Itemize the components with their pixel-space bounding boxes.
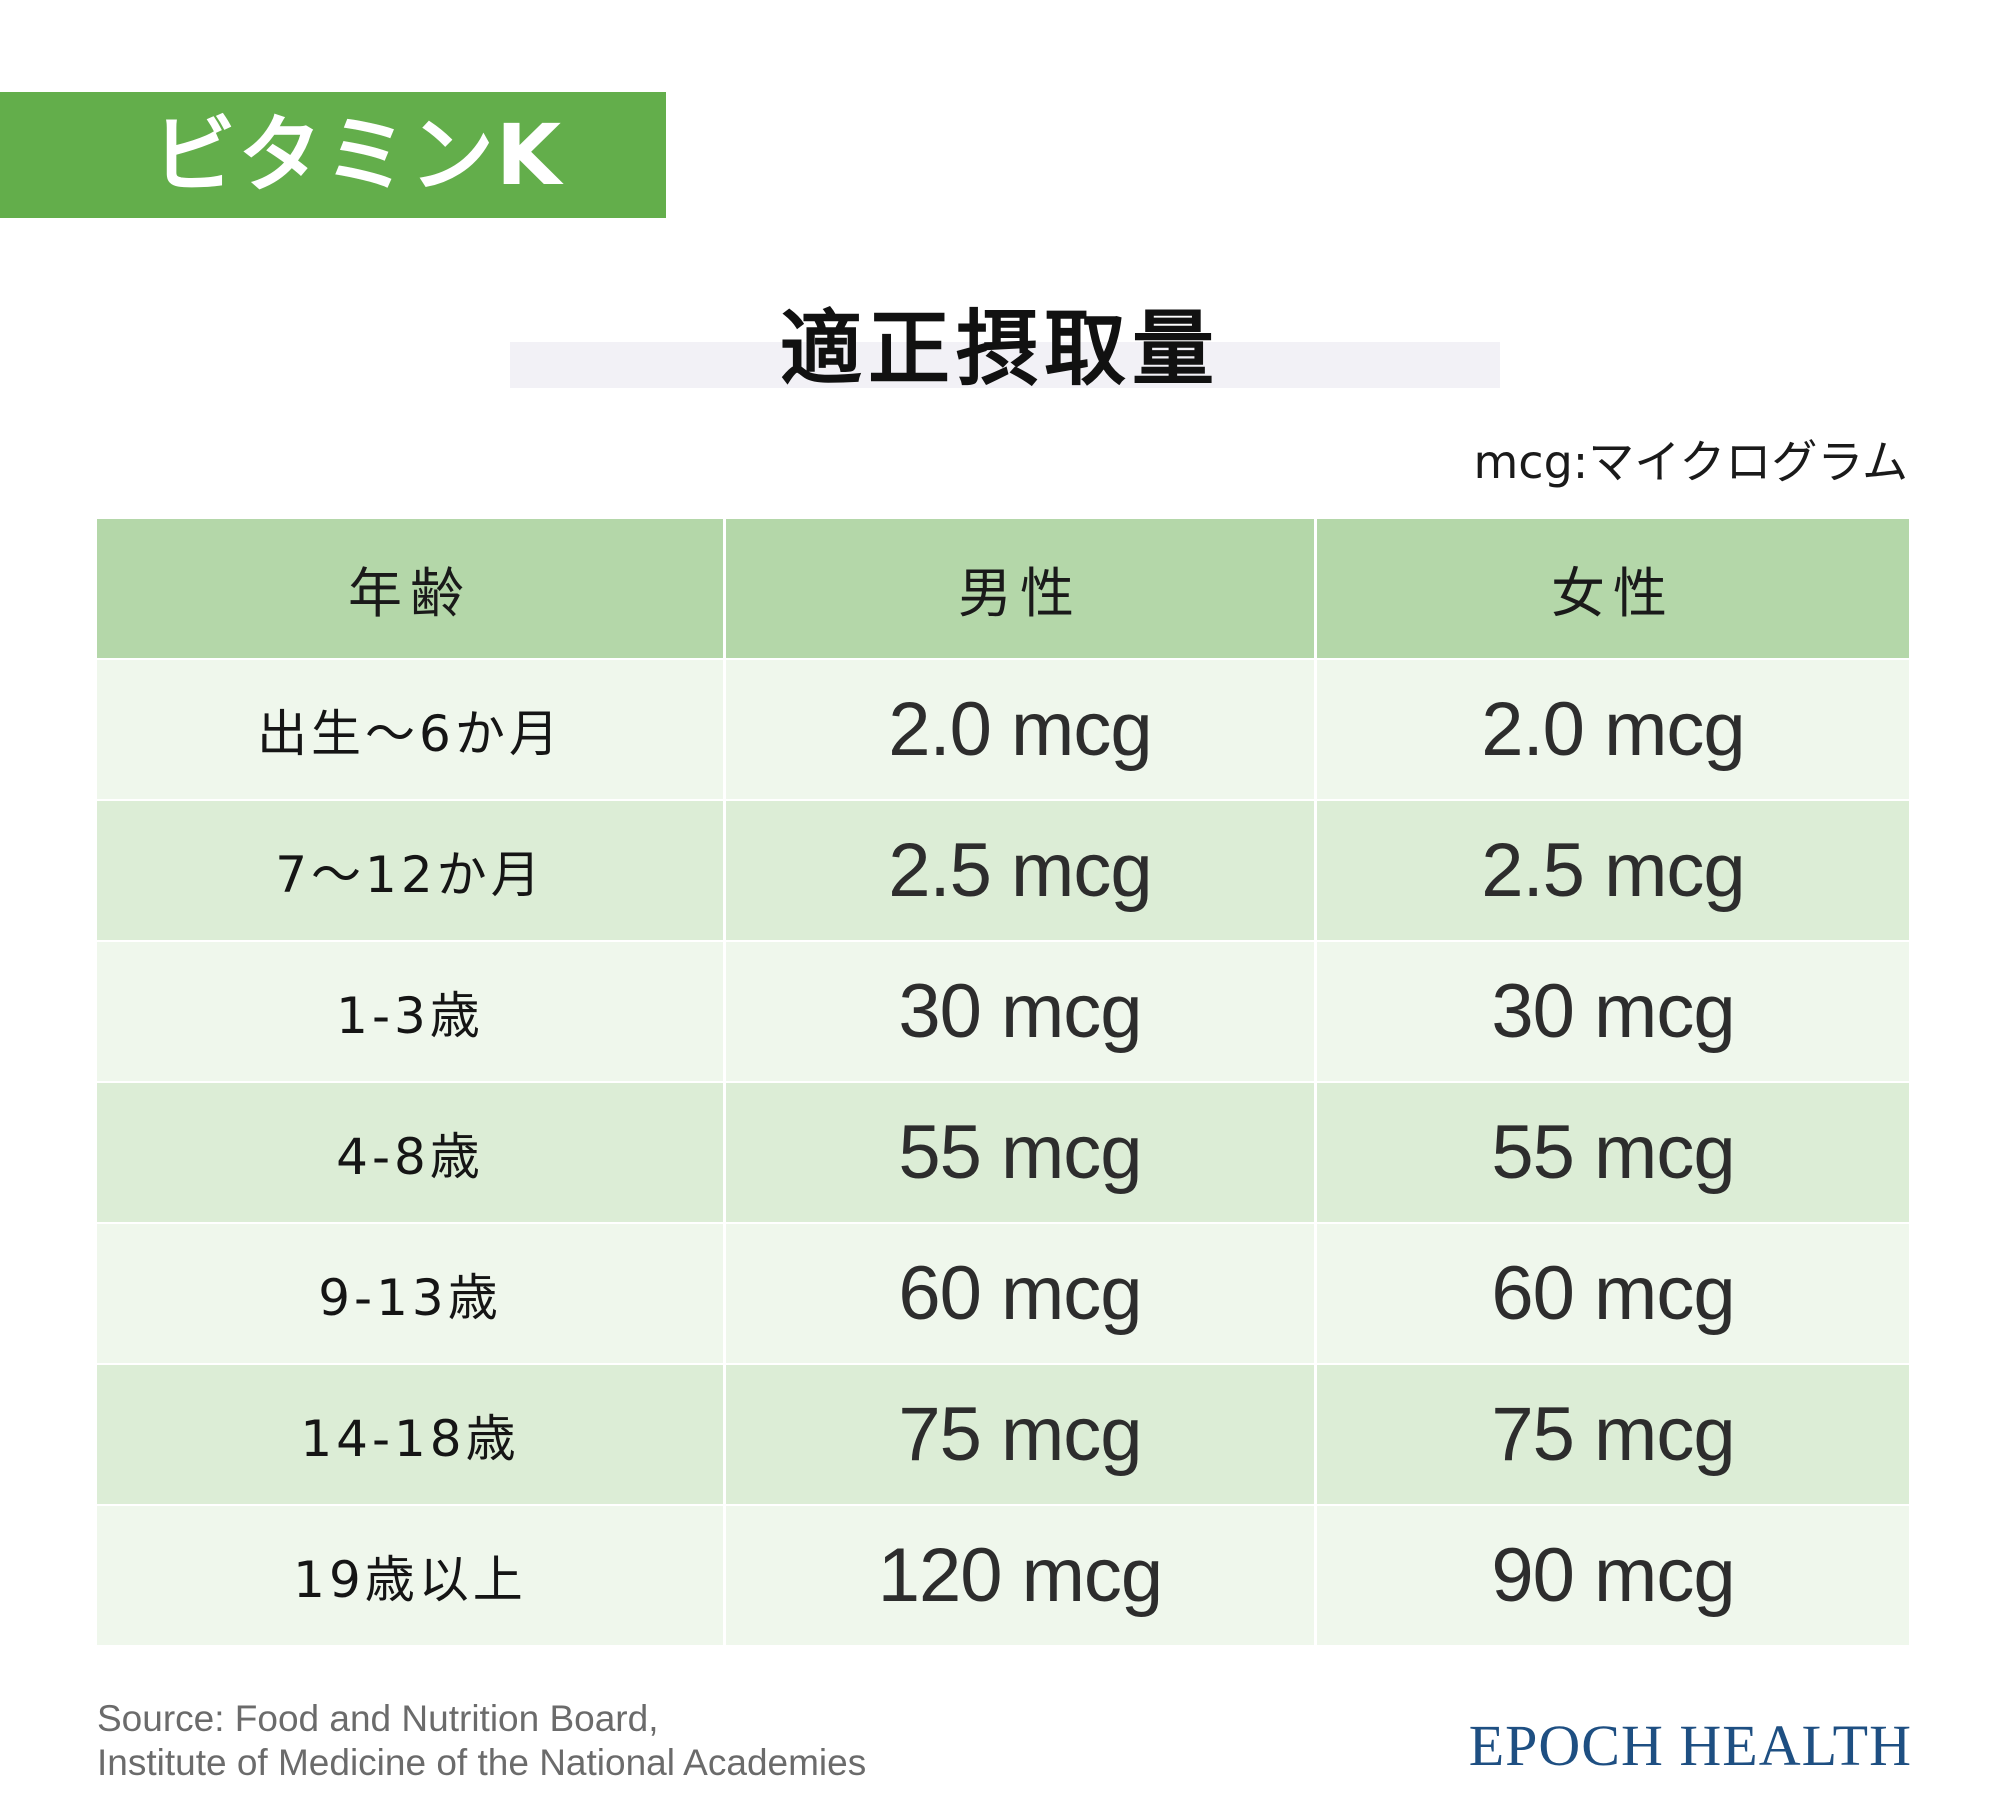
age-cell: 1-3歳: [97, 942, 726, 1081]
age-cell: 14-18歳: [97, 1365, 726, 1504]
brand-logo: EPOCH HEALTH: [1468, 1713, 1912, 1778]
male-value-cell: 60 mcg: [726, 1224, 1317, 1363]
male-value-cell: 75 mcg: [726, 1365, 1317, 1504]
table-row: 4-8歳 55 mcg 55 mcg: [97, 1083, 1909, 1224]
table-row: 7～12か月 2.5 mcg 2.5 mcg: [97, 801, 1909, 942]
age-cell: 7～12か月: [97, 801, 726, 940]
male-value-cell: 120 mcg: [726, 1506, 1317, 1645]
heading-underline: [510, 342, 1500, 388]
header-age: 年齢: [97, 519, 726, 658]
table-row: 9-13歳 60 mcg 60 mcg: [97, 1224, 1909, 1365]
title-banner: ビタミンK: [0, 92, 666, 218]
table-header-row: 年齢 男性 女性: [97, 519, 1909, 660]
page-heading: 適正摂取量: [779, 302, 1220, 397]
male-value-cell: 2.0 mcg: [726, 660, 1317, 799]
female-value-cell: 30 mcg: [1491, 969, 1735, 1054]
female-value-cell: 2.5 mcg: [1481, 828, 1745, 913]
age-cell: 19歳以上: [97, 1506, 726, 1645]
age-cell: 4-8歳: [97, 1083, 726, 1222]
source-line-1: Source: Food and Nutrition Board,: [97, 1698, 659, 1739]
age-cell: 9-13歳: [97, 1224, 726, 1363]
female-value-cell: 2.0 mcg: [1481, 687, 1745, 772]
age-cell: 出生～6か月: [97, 660, 726, 799]
intake-table: 年齢 男性 女性 出生～6か月 2.0 mcg 2.0 mcg 7～12か月 2…: [97, 519, 1909, 1645]
source-line-2: Institute of Medicine of the National Ac…: [97, 1742, 867, 1783]
header-female: 女性: [1550, 562, 1675, 625]
male-value-cell: 55 mcg: [726, 1083, 1317, 1222]
table-row: 出生～6か月 2.0 mcg 2.0 mcg: [97, 660, 1909, 801]
female-value-cell: 60 mcg: [1491, 1251, 1735, 1336]
male-value-cell: 30 mcg: [726, 942, 1317, 1081]
female-value-cell: 90 mcg: [1491, 1533, 1735, 1618]
unit-note: mcg:マイクログラム: [1473, 435, 1909, 489]
female-value-cell: 55 mcg: [1491, 1110, 1735, 1195]
header-male: 男性: [726, 519, 1317, 658]
source-credit: Source: Food and Nutrition Board, Instit…: [97, 1697, 866, 1785]
banner-title: ビタミンK: [152, 106, 564, 204]
table-row: 14-18歳 75 mcg 75 mcg: [97, 1365, 1909, 1506]
table-row: 19歳以上 120 mcg 90 mcg: [97, 1506, 1909, 1645]
female-value-cell: 75 mcg: [1491, 1392, 1735, 1477]
table-row: 1-3歳 30 mcg 30 mcg: [97, 942, 1909, 1083]
male-value-cell: 2.5 mcg: [726, 801, 1317, 940]
